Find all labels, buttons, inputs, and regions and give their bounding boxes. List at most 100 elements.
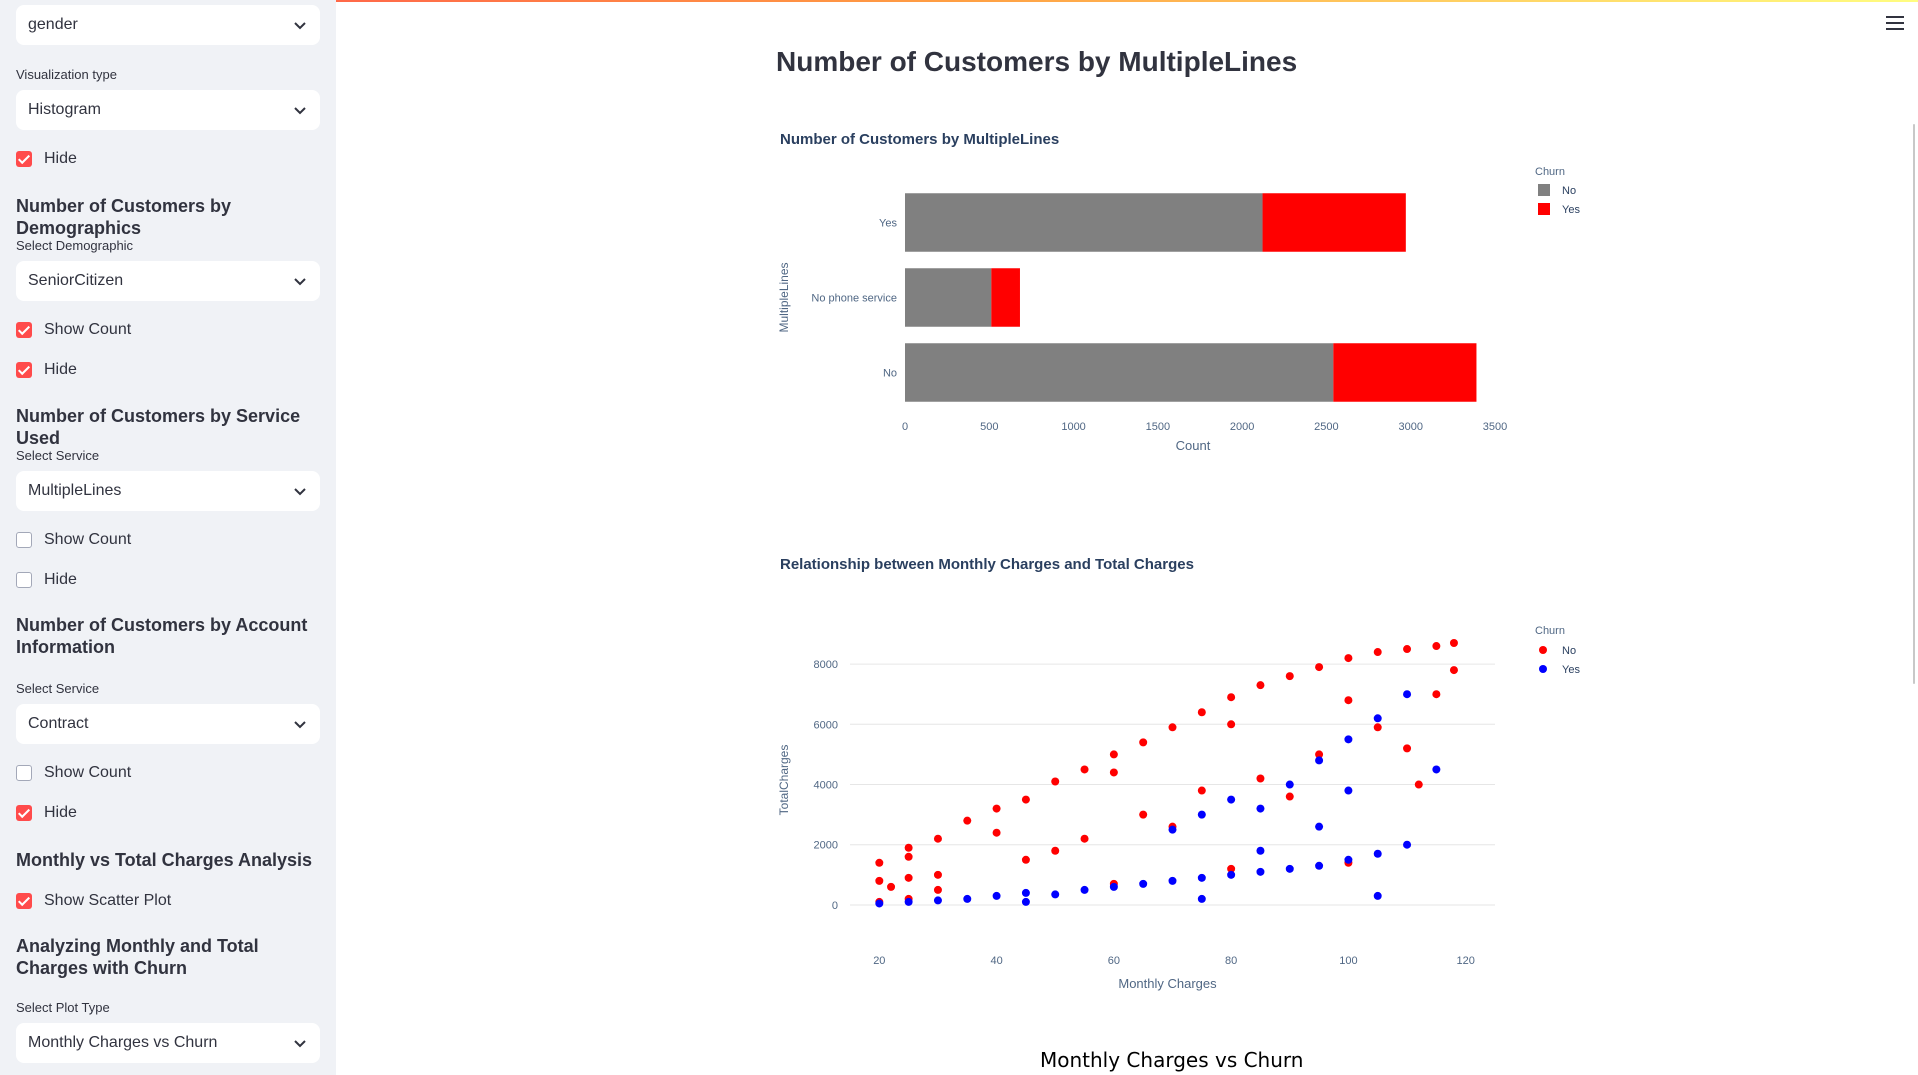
scatter-point	[1414, 780, 1423, 789]
scatter-point	[933, 834, 942, 843]
bar-segment	[905, 268, 992, 327]
checkbox-box	[16, 322, 32, 338]
scatter-point	[1285, 780, 1294, 789]
scatter-point	[1227, 720, 1236, 729]
demographics-header: Number of Customers by Demographics	[16, 196, 232, 238]
demographic-select[interactable]: SeniorCitizen	[16, 261, 320, 301]
gender-select[interactable]: gender	[16, 5, 320, 45]
scatter-point	[1139, 738, 1148, 747]
checkbox-label: Hide	[44, 804, 77, 821]
scatter-point	[1168, 876, 1177, 885]
bar-segment	[991, 268, 1020, 327]
demographic-label: Select Demographic	[16, 238, 134, 253]
bar-segment	[1333, 343, 1477, 402]
legend-label: No	[1562, 645, 1576, 657]
scatter-point	[1168, 723, 1177, 732]
y-tick-label: 2000	[814, 840, 838, 852]
x-tick-label: 40	[990, 955, 1002, 967]
scatter-point	[963, 894, 972, 903]
x-tick-label: 20	[873, 955, 885, 967]
chevron-down-icon	[294, 22, 306, 30]
sidebar: gender Visualization type Histogram Hide…	[0, 0, 336, 1075]
legend-title: Churn	[1535, 625, 1565, 637]
legend-marker	[1539, 646, 1547, 654]
scatter-point	[1109, 768, 1118, 777]
x-tick-label: 2000	[1230, 421, 1254, 433]
plot-type-select[interactable]: Monthly Charges vs Churn	[16, 1023, 320, 1063]
x-axis-label: Count	[1176, 438, 1211, 453]
scatter-point	[1197, 873, 1206, 882]
checkbox-box	[16, 572, 32, 588]
scatter-point	[875, 858, 884, 867]
checkbox-box	[16, 532, 32, 548]
bar-segment	[905, 193, 1263, 252]
x-tick-label: 500	[980, 421, 998, 433]
account-header: Number of Customers by Account Informati…	[16, 615, 308, 657]
gender-select-value: gender	[28, 16, 78, 33]
scatter-point	[1021, 855, 1030, 864]
scatter-point	[933, 896, 942, 905]
scatter-point	[887, 882, 896, 891]
scatter-point	[875, 876, 884, 885]
checkbox-label: Hide	[44, 361, 77, 378]
y-axis-label: MultipleLines	[777, 262, 791, 332]
scatter-point	[1344, 786, 1353, 795]
checkbox-label: Hide	[44, 571, 77, 588]
scatter-point	[904, 897, 913, 906]
hide-checkbox[interactable]: Hide	[16, 147, 77, 171]
page-title: Number of Customers by MultipleLines	[776, 46, 1298, 77]
churn-header: Analyzing Monthly and Total Charges with…	[16, 936, 259, 978]
scatter-point	[875, 899, 884, 908]
viz-type-select[interactable]: Histogram	[16, 90, 320, 130]
bar-chart-title: Number of Customers by MultipleLines	[780, 131, 1060, 148]
scatter-point	[1432, 690, 1441, 699]
scatter-point	[1256, 774, 1265, 783]
scatter-point	[1197, 786, 1206, 795]
service-value: MultipleLines	[28, 482, 122, 499]
scatter-point	[1344, 855, 1353, 864]
scatter-point	[1227, 693, 1236, 702]
bar-segment	[905, 343, 1334, 402]
scatter-point	[1315, 861, 1324, 870]
account-label: Select Service	[16, 681, 100, 696]
checkbox-box	[16, 805, 32, 821]
service-select[interactable]: MultipleLines	[16, 471, 320, 511]
scatter-point	[1021, 795, 1030, 804]
account-show-count-checkbox[interactable]: Show Count	[16, 761, 131, 785]
checkbox-label: Hide	[44, 150, 77, 167]
x-axis-label: Monthly Charges	[1118, 976, 1217, 991]
legend-label: Yes	[1562, 664, 1580, 676]
scatter-point	[1021, 888, 1030, 897]
x-tick-label: 3000	[1398, 421, 1422, 433]
scatter-point	[1403, 690, 1412, 699]
account-select[interactable]: Contract	[16, 704, 320, 744]
scatter-point	[1051, 846, 1060, 855]
checkbox-box	[16, 362, 32, 378]
plot-type-label: Select Plot Type	[16, 1000, 110, 1015]
scatter-point	[1344, 654, 1353, 663]
scatter-point	[992, 828, 1001, 837]
scatter-point	[1080, 765, 1089, 774]
y-tick-label: 8000	[814, 659, 838, 671]
demo-hide-checkbox[interactable]: Hide	[16, 358, 77, 382]
scatter-point	[1344, 735, 1353, 744]
scrollbar[interactable]	[1913, 124, 1915, 684]
show-scatter-checkbox[interactable]: Show Scatter Plot	[16, 889, 171, 913]
service-show-count-checkbox[interactable]: Show Count	[16, 528, 131, 552]
scatter-point	[1373, 891, 1382, 900]
legend-marker	[1539, 665, 1547, 673]
chevron-down-icon	[294, 107, 306, 115]
scatter-point	[1315, 822, 1324, 831]
scatter-point	[1449, 666, 1458, 675]
scatter-point	[963, 816, 972, 825]
legend-swatch	[1538, 203, 1550, 215]
scatter-point	[1315, 663, 1324, 672]
scatter-point	[1227, 870, 1236, 879]
account-hide-checkbox[interactable]: Hide	[16, 801, 77, 825]
scatter-point	[1403, 645, 1412, 654]
scatter-point	[1109, 750, 1118, 759]
demo-show-count-checkbox[interactable]: Show Count	[16, 318, 131, 342]
scatter-point	[1373, 849, 1382, 858]
hamburger-menu-icon[interactable]	[1886, 16, 1904, 32]
service-hide-checkbox[interactable]: Hide	[16, 568, 77, 592]
